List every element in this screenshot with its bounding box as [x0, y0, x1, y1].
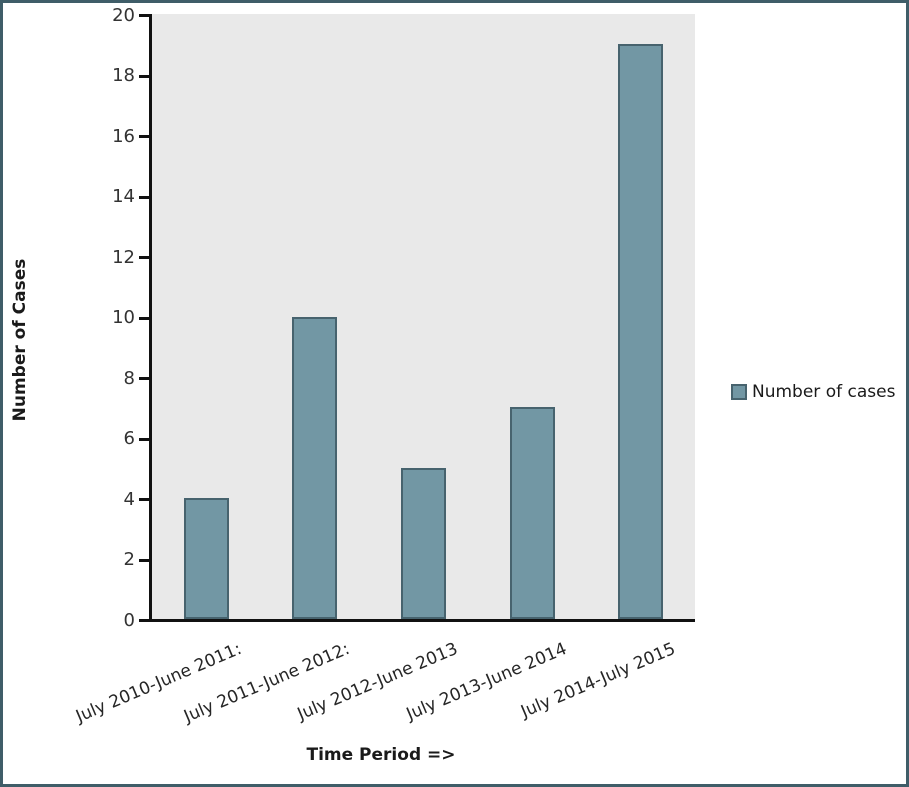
bar-July 2013-June 2014	[509, 407, 555, 619]
y-tick-label: 10	[112, 307, 135, 328]
y-tick-label: 2	[123, 549, 135, 570]
y-tick-label: 14	[112, 186, 135, 207]
x-axis-title: Time Period =>	[306, 745, 456, 765]
y-tick-mark	[139, 437, 149, 441]
y-axis-title: Number of Cases	[10, 258, 30, 422]
y-tick-label: 4	[123, 488, 135, 510]
bar-July 2014-July 2015	[618, 44, 664, 619]
y-tick-mark	[139, 74, 149, 78]
y-tick-label: 8	[123, 367, 135, 389]
legend-label: Number of cases	[752, 382, 896, 402]
y-tick-mark	[139, 498, 149, 501]
bar-July 2012-June 2013	[401, 467, 446, 619]
y-tick-mark	[139, 135, 149, 138]
legend: Number of cases	[731, 382, 895, 402]
legend-swatch-icon	[731, 384, 747, 400]
y-tick-label: 12	[112, 246, 135, 268]
y-tick-label: 18	[112, 65, 135, 86]
y-tick-mark	[139, 377, 149, 380]
bar-July 2011-June 2012:	[292, 316, 338, 619]
bar-July 2010-June 2011:	[183, 498, 229, 619]
y-tick-label: 0	[123, 609, 135, 631]
y-tick-mark	[139, 558, 149, 562]
y-tick-mark	[139, 316, 149, 320]
y-tick-mark	[139, 619, 149, 622]
bar-chart: 0 2 4 6 8 10 12 14 16 18 20 July 2010-June 2011: Ju…	[3, 3, 906, 784]
y-tick-label: 16	[112, 125, 135, 147]
y-tick-label: 20	[112, 4, 135, 26]
y-tick-mark	[139, 195, 149, 199]
y-tick-mark	[139, 256, 149, 259]
y-tick-mark	[139, 14, 149, 17]
y-tick-label: 6	[123, 428, 135, 449]
